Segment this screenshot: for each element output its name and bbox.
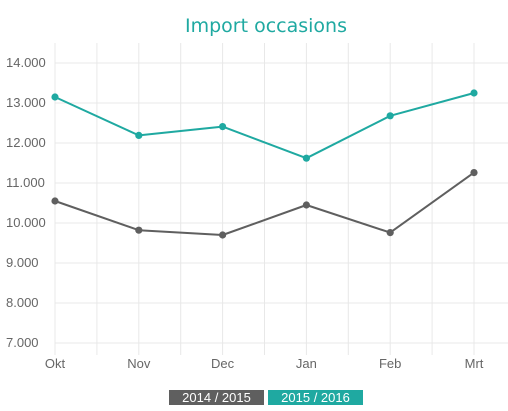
legend-label: 2015 / 2016	[281, 390, 350, 405]
data-point-2014-2015	[386, 229, 394, 237]
x-tick-label: Mrt	[465, 356, 484, 371]
y-tick-label: 13.000	[6, 95, 46, 110]
series-line-2014-2015	[54, 171, 475, 236]
grid	[54, 43, 508, 355]
x-tick-label: Nov	[127, 356, 151, 371]
legend-label: 2014 / 2015	[182, 390, 251, 405]
chart-title: Import occasions	[185, 15, 347, 37]
data-point-2015-2016	[470, 89, 478, 97]
data-point-2015-2016	[135, 131, 143, 139]
y-tick-label: 14.000	[6, 55, 46, 70]
data-point-2015-2016	[219, 123, 227, 131]
data-point-2015-2016	[386, 112, 394, 120]
y-tick-label: 12.000	[6, 135, 46, 150]
x-tick-label: Feb	[379, 356, 401, 371]
y-tick-label: 11.000	[6, 175, 45, 190]
data-point-2014-2015	[135, 226, 143, 234]
y-axis-ticks: 7.000 8.000 9.000 10.000 11.000 12.000 13.000 1…	[6, 55, 46, 350]
series-lines	[51, 89, 478, 239]
y-tick-label: 9.000	[6, 255, 39, 270]
x-tick-label: Jan	[296, 356, 317, 371]
data-point-2015-2016	[302, 154, 310, 162]
legend: 2014 / 2015 2015 / 2016	[169, 390, 363, 405]
x-tick-label: Okt	[45, 356, 66, 371]
y-tick-label: 10.000	[6, 215, 46, 230]
y-tick-label: 8.000	[6, 295, 39, 310]
series-line-2015-2016	[54, 92, 475, 160]
x-tick-label: Dec	[211, 356, 235, 371]
legend-item: 2014 / 2015	[169, 390, 264, 405]
data-point-2014-2015	[302, 201, 310, 209]
legend-item: 2015 / 2016	[268, 390, 363, 405]
data-point-2014-2015	[219, 231, 227, 239]
data-point-2015-2016	[51, 93, 59, 101]
data-point-2014-2015	[51, 197, 59, 205]
y-tick-label: 7.000	[6, 335, 39, 350]
legend-swatch	[169, 390, 264, 405]
legend-swatch	[268, 390, 363, 405]
data-point-2014-2015	[470, 169, 478, 177]
x-axis-ticks: Okt Nov Dec Jan Feb Mrt	[45, 356, 484, 371]
